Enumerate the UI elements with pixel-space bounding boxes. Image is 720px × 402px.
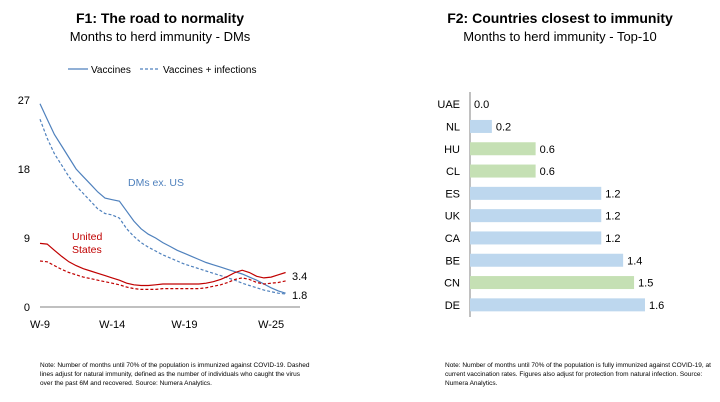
category-label: CN — [444, 278, 460, 290]
bar-chart: UAE 0.0 NL 0.2 HU 0.6 CL 0.6 ES 1.2 UK 1.2 CA 1.2 BE 1.… — [437, 92, 664, 317]
category-label: NL — [446, 121, 460, 133]
line-chart: Vaccines Vaccines + infections 27 18 9 0 W-… — [18, 65, 308, 331]
chart1-subtitle: Months to herd immunity - DMs — [69, 29, 251, 44]
category-label: BE — [445, 255, 460, 267]
y-tick-label: 18 — [18, 164, 30, 176]
line-chart-panel: F1: The road to normality Months to herd… — [0, 0, 340, 402]
chart1-title: F1: The road to normality — [75, 10, 244, 26]
chart2-note: Note: Number of months until 70% of the … — [445, 362, 711, 387]
bar-value-label: 1.2 — [605, 211, 620, 223]
x-tick-label: W-19 — [171, 319, 197, 331]
end-label-dm: 1.8 — [292, 290, 307, 302]
chart1-legend: Vaccines Vaccines + infections — [68, 65, 256, 76]
bar — [470, 298, 645, 312]
category-label: UK — [445, 211, 461, 223]
bar-value-label: 1.2 — [605, 188, 620, 200]
chart2-title: F2: Countries closest to immunity — [447, 10, 673, 26]
category-label: DE — [445, 300, 460, 312]
annotation-dms-ex-us: DMs ex. US — [128, 177, 184, 189]
bar-value-label: 1.5 — [638, 278, 653, 290]
end-label-us: 3.4 — [292, 271, 307, 283]
bar — [470, 276, 635, 290]
bar — [470, 253, 624, 267]
chart1-note: Note: Number of months until 70% of the … — [40, 362, 310, 387]
bar-value-label: 0.6 — [540, 166, 555, 178]
bar — [470, 231, 602, 245]
series-line — [39, 242, 286, 287]
annotation-states: States — [72, 244, 102, 256]
y-axis: 27 18 9 0 — [18, 95, 30, 314]
bar-value-label: 0.0 — [474, 99, 489, 111]
bar-value-label: 1.4 — [627, 255, 642, 267]
line-series-group — [39, 103, 286, 295]
bar-chart-panel: F2: Countries closest to immunity Months… — [360, 0, 720, 402]
bar — [470, 119, 492, 133]
bar — [470, 209, 602, 223]
y-tick-label: 27 — [18, 95, 30, 107]
y-tick-label: 9 — [24, 233, 30, 245]
x-axis: W-9 W-14 W-19 W-25 — [30, 319, 284, 331]
bar-value-label: 0.6 — [540, 144, 555, 156]
bar-value-label: 1.6 — [649, 300, 664, 312]
x-tick-label: W-25 — [258, 319, 284, 331]
category-label: UAE — [437, 99, 460, 111]
x-tick-label: W-9 — [30, 319, 50, 331]
series-line — [39, 103, 286, 294]
category-label: CL — [446, 166, 460, 178]
bar-value-label: 0.2 — [496, 121, 511, 133]
bar — [470, 186, 602, 200]
legend-label-vaccines: Vaccines — [91, 65, 131, 76]
category-label: ES — [445, 188, 460, 200]
legend-label-vaccines-infections: Vaccines + infections — [163, 65, 256, 76]
series-line — [39, 260, 286, 290]
y-tick-label: 0 — [24, 302, 30, 314]
annotation-united: United — [72, 231, 103, 243]
x-tick-label: W-14 — [99, 319, 125, 331]
bar — [470, 142, 536, 156]
category-label: CA — [445, 233, 461, 245]
series-line — [39, 118, 286, 295]
chart2-subtitle: Months to herd immunity - Top-10 — [463, 29, 657, 44]
bar-value-label: 1.2 — [605, 233, 620, 245]
category-label: HU — [444, 144, 460, 156]
bar — [470, 164, 536, 178]
bar-series-group: UAE 0.0 NL 0.2 HU 0.6 CL 0.6 ES 1.2 UK 1.2 CA 1.2 BE 1.… — [437, 99, 664, 312]
